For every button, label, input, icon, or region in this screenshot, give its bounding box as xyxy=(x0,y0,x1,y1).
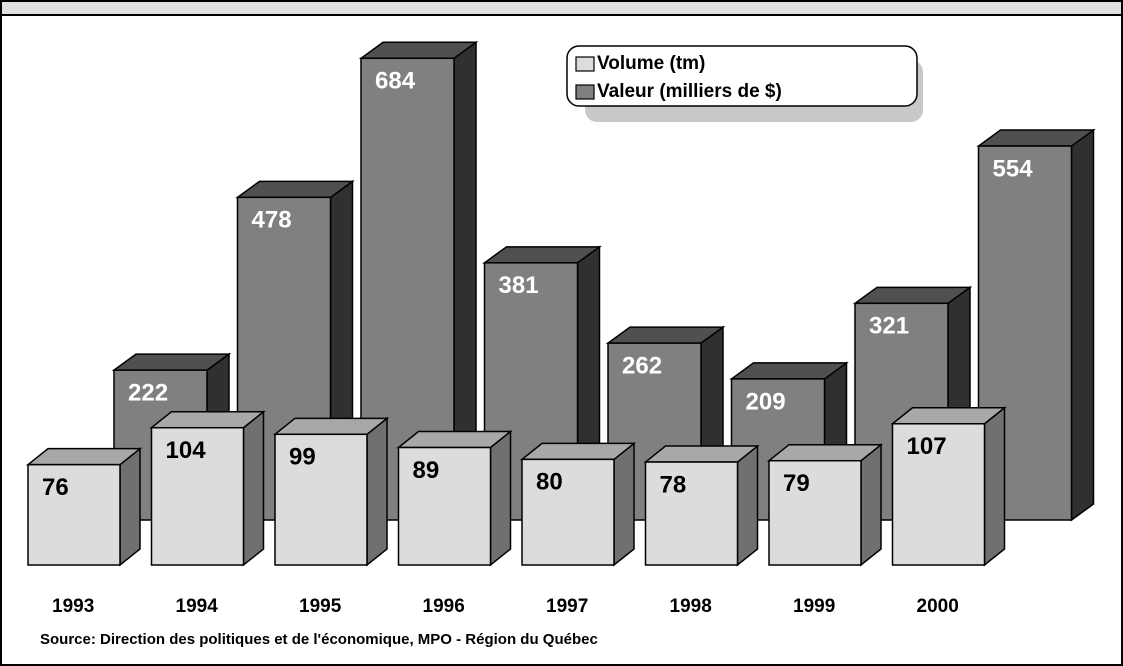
value-label: 104 xyxy=(166,437,207,464)
bar-side xyxy=(860,443,882,567)
bar xyxy=(397,446,492,566)
value-label: 89 xyxy=(413,457,440,484)
legend-label: Volume (tm) xyxy=(597,53,705,74)
legend-swatch xyxy=(575,84,595,100)
value-label: 684 xyxy=(375,68,416,95)
bar-side xyxy=(119,447,141,567)
bar xyxy=(644,461,739,566)
value-label: 222 xyxy=(128,379,168,406)
bar xyxy=(768,459,862,566)
x-tick-label: 1997 xyxy=(546,596,588,617)
bar-top xyxy=(890,407,1007,425)
bar-side xyxy=(613,441,635,567)
bar xyxy=(521,458,615,566)
bar xyxy=(977,145,1073,521)
legend-label: Valeur (milliers de $) xyxy=(597,81,782,102)
bar xyxy=(150,426,245,566)
bar-top xyxy=(643,445,760,463)
bar-top xyxy=(149,410,266,429)
bar-side xyxy=(242,410,265,567)
value-label: 262 xyxy=(622,352,662,379)
value-label: 209 xyxy=(746,388,786,415)
header-band xyxy=(0,0,1123,16)
value-label: 107 xyxy=(907,433,947,460)
value-label: 381 xyxy=(499,272,539,299)
bar-side xyxy=(983,406,1006,567)
bar xyxy=(891,423,986,566)
bar xyxy=(274,433,368,566)
x-tick-label: 1993 xyxy=(52,596,94,617)
bar-top xyxy=(519,442,637,461)
bar-top xyxy=(396,430,513,449)
legend-swatch xyxy=(575,56,595,72)
value-label: 554 xyxy=(993,155,1034,182)
x-tick-label: 2000 xyxy=(917,596,959,617)
source: Source: Direction des politiques et de l… xyxy=(40,631,598,648)
x-tick-label: 1996 xyxy=(423,596,465,617)
bar-side xyxy=(366,416,388,567)
x-tick-label: 1999 xyxy=(793,596,835,617)
bar xyxy=(27,463,121,566)
legend xyxy=(566,45,918,107)
value-label: 80 xyxy=(536,469,563,496)
bar-side xyxy=(1070,128,1095,522)
x-tick-label: 1994 xyxy=(176,596,219,617)
value-label: 321 xyxy=(869,313,909,340)
value-label: 99 xyxy=(289,444,316,471)
bar-top xyxy=(272,417,390,436)
value-label: 78 xyxy=(660,471,687,498)
bar-side xyxy=(489,429,512,567)
x-tick-label: 1995 xyxy=(299,596,342,617)
bar-top xyxy=(766,443,884,462)
value-label: 79 xyxy=(783,470,810,497)
bar-side xyxy=(736,444,759,567)
bar-top xyxy=(25,447,143,466)
x-tick-label: 1998 xyxy=(670,596,712,617)
value-label: 478 xyxy=(252,207,292,234)
value-label: 76 xyxy=(42,474,69,501)
